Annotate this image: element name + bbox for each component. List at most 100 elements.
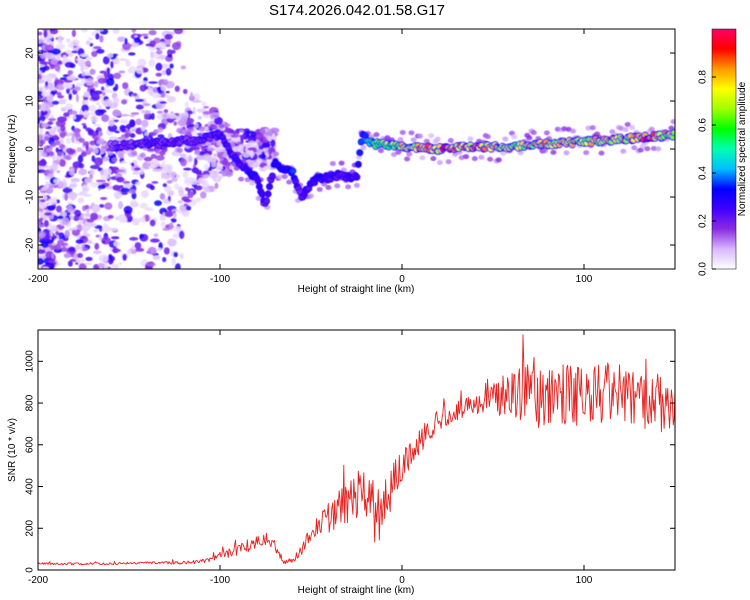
spectrogram-noise-blob: [38, 159, 46, 167]
spectrogram-noise-blob: [182, 171, 189, 179]
spectrogram-noise-blob: [121, 99, 128, 105]
spectrogram-ytick-label: 20: [25, 47, 36, 59]
spectrogram-noise-blob: [174, 85, 180, 92]
spectrogram-noise-blob: [260, 138, 264, 142]
spectrogram-noise-blob: [43, 219, 49, 228]
spectrogram-noise-blob: [139, 202, 148, 209]
spectrogram-noise-blob: [140, 33, 149, 37]
spectrogram-noise-blob: [85, 60, 91, 67]
spectrogram-noise-blob: [170, 111, 174, 115]
spectrogram-halo-blob: [655, 146, 662, 152]
spectrogram-noise-blob: [197, 177, 206, 185]
spectrogram-halo-blob: [530, 130, 537, 136]
colorbar: 0.0 0.2 0.4 0.6 0.8 Normalized spectral ampl…: [698, 28, 748, 276]
spectrogram-noise-blob: [197, 116, 202, 120]
spectrogram-noise-blob: [147, 246, 157, 255]
spectrogram-noise-blob: [68, 246, 76, 252]
spectrogram-noise-blob: [80, 65, 84, 72]
spectrogram-noise-blob: [157, 110, 164, 114]
spectrogram-noise-blob: [171, 42, 182, 51]
spectrogram-halo-blob: [157, 127, 164, 133]
spectrogram-noise-blob: [245, 130, 250, 138]
spectrogram-noise-blob: [170, 218, 177, 221]
spectrogram-halo-blob: [48, 151, 55, 157]
spectrogram-noise-blob: [237, 145, 244, 154]
spectrogram-noise-blob: [214, 182, 219, 189]
snr-ylabel: SNR (10 * v/v): [7, 418, 18, 482]
spectrogram-noise-blob: [194, 157, 198, 166]
spectrogram-noise-blob: [124, 37, 128, 45]
spectrogram-noise-blob: [187, 191, 194, 199]
spectrogram-noise-blob: [65, 103, 73, 110]
spectrogram-noise-blob: [47, 198, 57, 205]
spectrogram-halo-blob: [308, 193, 314, 199]
spectrogram-halo-blob: [543, 130, 550, 136]
spectrogram-noise-blob: [210, 112, 219, 119]
spectrogram-noise-blob: [101, 86, 105, 91]
spectrogram-noise-blob: [74, 244, 81, 251]
spectrogram-noise-blob: [128, 52, 136, 56]
spectrogram-noise-blob: [171, 177, 178, 182]
spectrogram-noise-blob: [56, 262, 61, 266]
spectrogram-noise-blob: [39, 61, 50, 65]
spectrogram-noise-blob: [150, 50, 154, 59]
spectrogram-halo-blob: [500, 150, 507, 156]
spectrogram-noise-blob: [101, 225, 112, 233]
spectrogram-halo-blob: [631, 145, 638, 151]
snr-ytick-label: 800: [25, 394, 36, 411]
spectrogram-noise-blob: [191, 99, 202, 103]
spectrogram-noise-blob: [44, 75, 52, 81]
spectrogram-noise-blob: [149, 185, 155, 191]
spectrogram-noise-blob: [81, 71, 86, 77]
spectrogram-xlabel: Height of straight line (km): [298, 284, 415, 295]
spectrogram-noise-blob: [38, 110, 42, 118]
spectrogram-noise-blob: [165, 90, 170, 94]
spectrogram-ridge-core: [255, 178, 261, 184]
spectrogram-noise-blob: [79, 53, 90, 57]
spectrogram-noise-blob: [98, 235, 102, 241]
spectrogram-noise-blob: [83, 110, 89, 119]
spectrogram-noise-blob: [141, 190, 149, 198]
spectrogram-noise-blob: [194, 123, 199, 129]
spectrogram-noise-blob: [61, 217, 70, 226]
spectrogram-noise-blob: [180, 115, 188, 123]
spectrogram-noise-blob: [139, 233, 144, 239]
spectrogram-noise-blob: [120, 187, 130, 193]
colorbar-tick-label: 0.0: [698, 262, 709, 276]
spectrogram-noise-blob: [77, 154, 84, 163]
spectrogram-noise-blob: [185, 205, 192, 211]
spectrogram-noise-blob: [207, 147, 216, 152]
spectrogram-noise-blob: [63, 252, 71, 259]
spectrogram-noise-blob: [38, 79, 45, 84]
spectrogram-noise-blob: [47, 50, 54, 54]
spectrogram-noise-blob: [104, 89, 114, 94]
spectrogram-noise-blob: [122, 82, 129, 90]
spectrogram-ridge-core: [269, 173, 276, 179]
spectrogram-noise-blob: [155, 72, 162, 77]
spectrogram-noise-blob: [55, 147, 59, 153]
spectrogram-noise-blob: [98, 109, 107, 114]
spectrogram-noise-blob: [85, 40, 91, 46]
spectrogram-noise-blob: [85, 78, 94, 86]
spectrogram-noise-blob: [39, 208, 44, 212]
spectrogram-noise-blob: [118, 262, 122, 265]
spectrogram-halo-blob: [404, 156, 411, 162]
spectrogram-noise-blob: [169, 222, 174, 230]
spectrogram-noise-blob: [54, 63, 61, 72]
spectrogram-noise-blob: [57, 215, 64, 220]
spectrogram-noise-blob: [91, 204, 101, 213]
spectrogram-halo-blob: [624, 122, 631, 128]
spectrogram-halo-blob: [216, 140, 223, 146]
spectrogram-noise-blob: [127, 67, 132, 74]
spectrogram-noise-blob: [131, 128, 136, 133]
spectrogram-noise-blob: [178, 230, 185, 240]
spectrogram-halo-blob: [80, 151, 87, 157]
spectrogram-noise-blob: [172, 212, 177, 219]
spectrogram-noise-blob: [173, 226, 183, 233]
spectrogram-noise-blob: [47, 121, 54, 125]
spectrogram-noise-blob: [145, 262, 156, 267]
spectrogram-noise-blob: [107, 52, 114, 58]
spectrogram-noise-blob: [69, 181, 78, 190]
spectrogram-noise-blob: [201, 101, 207, 106]
